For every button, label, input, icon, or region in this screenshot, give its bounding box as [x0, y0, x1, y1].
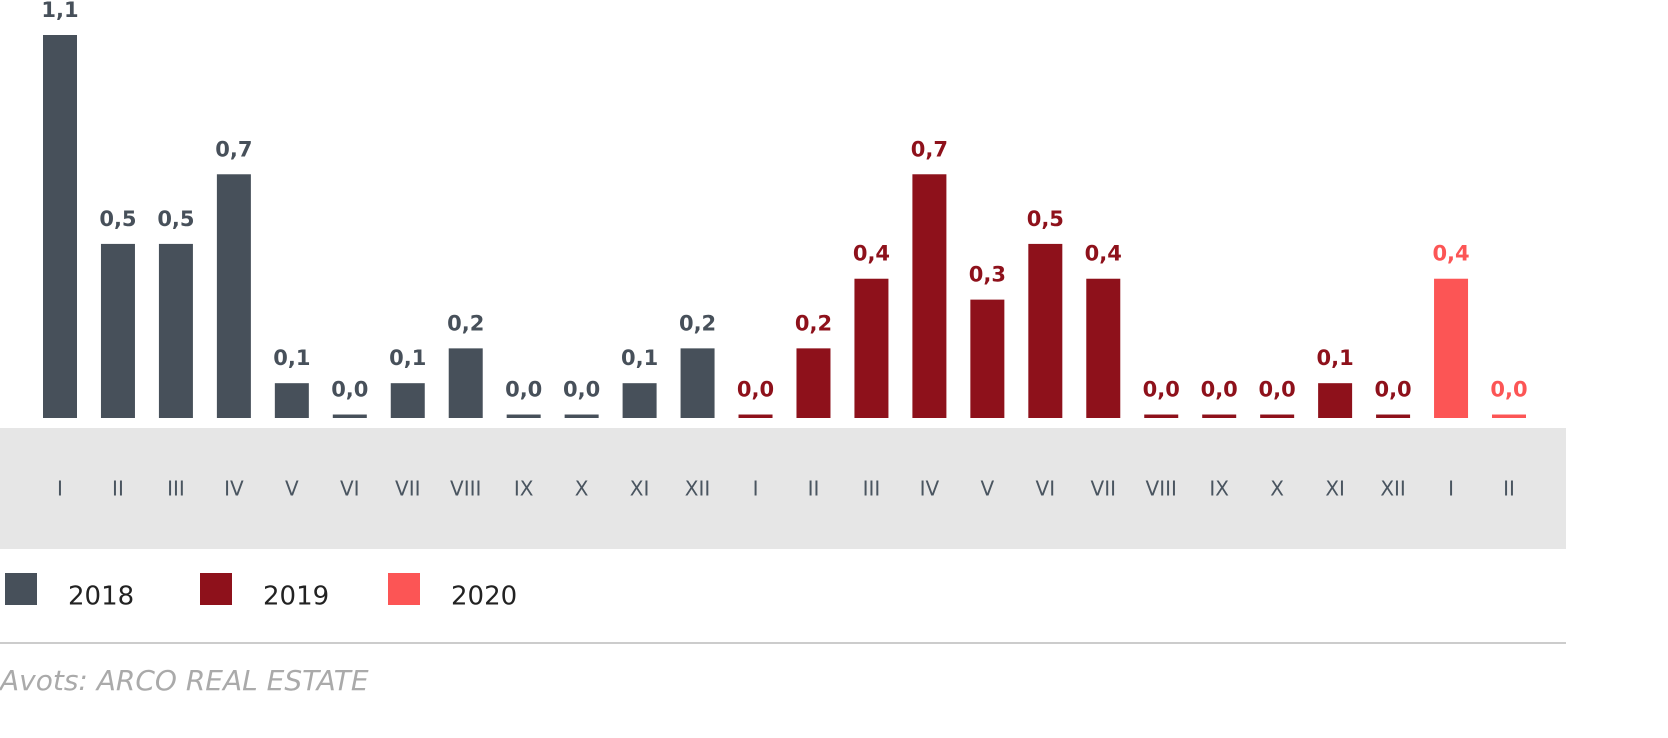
value-label: 0,3: [969, 263, 1006, 287]
value-label: 0,1: [273, 346, 310, 370]
x-tick-label: V: [285, 477, 299, 501]
bar: [970, 299, 1005, 418]
bar: [564, 414, 599, 418]
x-tick-label: XII: [685, 477, 711, 501]
value-label: 0,0: [563, 378, 600, 402]
bar: [738, 414, 773, 418]
bar: [854, 278, 889, 418]
value-label: 0,5: [1027, 207, 1064, 231]
value-label: 0,0: [1374, 378, 1411, 402]
x-tick-label: VII: [1091, 477, 1116, 501]
bar: [448, 348, 483, 418]
x-tick-label: IV: [920, 477, 940, 501]
source: Avots: ARCO REAL ESTATE: [0, 664, 369, 697]
value-label: 0,0: [331, 378, 368, 402]
x-tick-label: VII: [395, 477, 420, 501]
legend-swatch: [5, 573, 37, 605]
legend-label: 2020: [451, 582, 517, 612]
bar: [1144, 414, 1179, 418]
x-tick-label: XI: [1325, 477, 1345, 501]
x-tick-label: VI: [1036, 477, 1056, 501]
value-label: 0,5: [157, 207, 194, 231]
x-tick-label: VI: [340, 477, 360, 501]
x-tick-label: III: [863, 477, 881, 501]
bar: [680, 348, 715, 418]
x-tick-label: VIII: [450, 477, 481, 501]
category-band: [0, 428, 1566, 549]
bar: [1260, 414, 1295, 418]
legend-swatch: [388, 573, 420, 605]
x-tick-label: XI: [630, 477, 650, 501]
bar: [390, 383, 425, 418]
x-tick-label: IX: [1209, 477, 1229, 501]
legend-label: 2019: [263, 582, 329, 612]
bar: [100, 243, 135, 418]
bar: [216, 174, 251, 418]
value-label: 1,1: [41, 0, 78, 22]
bar: [1086, 278, 1121, 418]
value-label: 0,0: [1201, 378, 1238, 402]
bar: [912, 174, 947, 418]
x-tick-label: III: [167, 477, 185, 501]
x-tick-label: II: [808, 477, 820, 501]
bar: [1028, 243, 1063, 418]
bar: [506, 414, 541, 418]
bar: [43, 35, 77, 418]
x-tick-label: XII: [1380, 477, 1406, 501]
x-tick-label: II: [112, 477, 124, 501]
x-tick-label: I: [57, 477, 63, 501]
bar: [1376, 414, 1411, 418]
value-label: 0,0: [737, 378, 774, 402]
x-tick-label: IV: [224, 477, 244, 501]
bar: [332, 414, 367, 418]
value-label: 0,2: [795, 311, 832, 335]
value-label: 0,1: [621, 346, 658, 370]
value-label: 0,5: [99, 207, 136, 231]
x-tick-label: I: [753, 477, 759, 501]
bar: [1318, 383, 1353, 418]
value-label: 0,0: [1143, 378, 1180, 402]
value-label: 0,0: [1259, 378, 1296, 402]
x-tick-label: X: [575, 477, 589, 501]
value-label: 0,7: [911, 137, 948, 161]
bar: [796, 348, 831, 418]
bar: [1434, 278, 1469, 418]
x-tick-label: II: [1503, 477, 1515, 501]
legend-swatch: [200, 573, 232, 605]
value-label: 0,0: [505, 378, 542, 402]
bar: [1492, 414, 1526, 418]
x-tick-label: VIII: [1146, 477, 1177, 501]
bar: [1202, 414, 1237, 418]
value-label: 0,1: [389, 346, 426, 370]
x-tick-label: X: [1270, 477, 1284, 501]
legend-label: 2018: [68, 582, 134, 612]
bar: [274, 383, 309, 418]
value-label: 0,4: [853, 242, 890, 266]
x-tick-label: I: [1448, 477, 1454, 501]
value-label: 0,4: [1432, 242, 1469, 266]
x-tick-label: V: [981, 477, 995, 501]
value-label: 0,7: [215, 137, 252, 161]
value-label: 0,0: [1490, 378, 1527, 402]
value-label: 0,2: [679, 311, 716, 335]
value-label: 0,4: [1085, 242, 1122, 266]
bar: [622, 383, 657, 418]
x-tick-label: IX: [514, 477, 534, 501]
value-label: 0,2: [447, 311, 484, 335]
value-label: 0,1: [1317, 346, 1354, 370]
bar: [158, 243, 193, 418]
